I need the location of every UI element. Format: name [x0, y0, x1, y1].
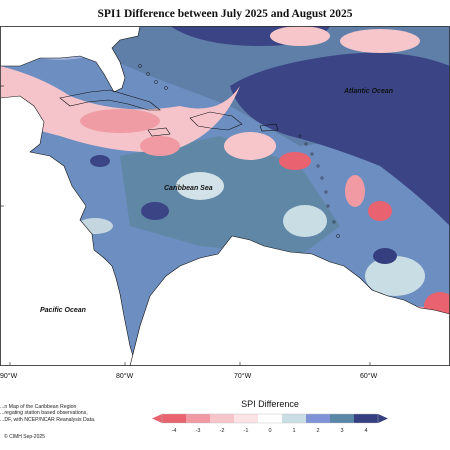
- legend-swatch: [282, 414, 307, 423]
- legend-tick-label: 0: [268, 428, 271, 434]
- pacific-ocean-label: Pacific Ocean: [40, 307, 86, 314]
- land-cuba: [59, 89, 161, 111]
- light-patch: [283, 205, 327, 237]
- legend-arrow-left: [152, 414, 162, 423]
- land-hispaniola: [189, 111, 243, 131]
- legend-colorbar: -4 -3 -2 -1 0 1 2 3 4: [152, 413, 388, 434]
- credit-line-3: ...DF, with NCEP/NCAR Reanalysis Data.: [0, 416, 96, 423]
- navy-region: [230, 52, 450, 227]
- pink-region: [140, 136, 180, 156]
- lon-label-60w: 60°W: [360, 373, 378, 380]
- legend-tick-label: -4: [172, 428, 177, 434]
- lon-label-90w: 90°W: [0, 373, 18, 380]
- light-patch: [365, 256, 425, 296]
- legend-swatch: [234, 414, 259, 423]
- land-jamaica: [147, 127, 171, 137]
- navy-spot: [141, 202, 169, 220]
- map-credit: ...n Map of the Caribbean Region ...rega…: [0, 404, 95, 423]
- legend-title: SPI Difference: [241, 399, 299, 409]
- legend-arrow-right: [378, 414, 388, 423]
- spi-map: [0, 26, 450, 366]
- pink-region: [279, 152, 311, 170]
- pink-region: [270, 26, 330, 46]
- legend-swatch: [354, 414, 379, 423]
- navy-spot: [90, 155, 110, 167]
- land-puerto-rico: [259, 123, 279, 132]
- pink-region: [80, 109, 160, 133]
- legend-swatch: [258, 414, 283, 423]
- navy-spot: [373, 248, 397, 264]
- legend-tick-label: 4: [364, 428, 367, 434]
- legend-tick-label: 2: [316, 428, 319, 434]
- legend-tick-label: 3: [340, 428, 343, 434]
- legend-tick-label: -2: [220, 428, 225, 434]
- land-florida: [0, 26, 141, 93]
- lesser-antilles: [298, 134, 340, 238]
- map-title: SPI1 Difference between July 2025 and Au…: [97, 8, 353, 20]
- legend-swatch: [306, 414, 331, 423]
- legend-swatch: [162, 414, 187, 423]
- lon-label-80w: 80°W: [116, 373, 134, 380]
- land-central-america: [0, 95, 137, 366]
- legend-swatch: [210, 414, 235, 423]
- pink-region: [340, 29, 420, 53]
- pink-region: [224, 132, 276, 160]
- credit-line-1: ...n Map of the Caribbean Region: [0, 404, 77, 410]
- atlantic-ocean-label: Atlantic Ocean: [344, 88, 394, 95]
- credit-line-2: ...regating station based observations,: [0, 410, 88, 417]
- copyright: © CIMH Sep-2025: [4, 434, 45, 440]
- legend-swatch: [186, 414, 211, 423]
- light-patch: [176, 172, 224, 200]
- bahamas: [138, 64, 168, 90]
- legend-tick-label: -3: [196, 428, 201, 434]
- lon-label-70w: 70°W: [234, 373, 252, 380]
- land-south-america: [129, 235, 450, 366]
- caribbean-sea-label: Caribbean Sea: [164, 185, 213, 192]
- legend-tick-label: -1: [244, 428, 249, 434]
- legend-swatch: [330, 414, 355, 423]
- legend-tick-label: 1: [292, 428, 295, 434]
- pink-region: [368, 201, 392, 221]
- pink-region: [345, 175, 365, 207]
